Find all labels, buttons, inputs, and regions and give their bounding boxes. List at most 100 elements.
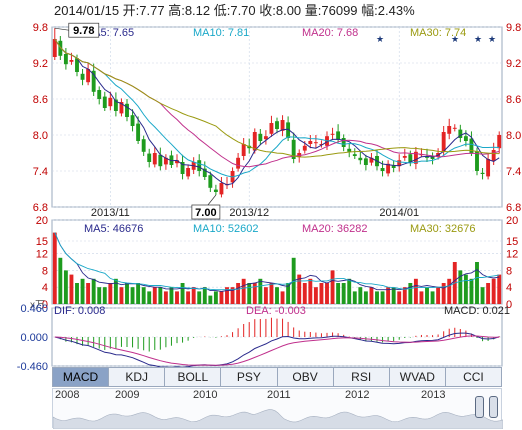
volume-ytick-left: 15 [36,236,48,248]
volume-bar [297,274,302,304]
tab-kdj[interactable]: KDJ [109,368,166,386]
volume-ma-label: MA10: 52602 [193,223,258,235]
candle-body [219,183,224,195]
candle-body [258,133,263,141]
price-ma-label: MA10: 7.81 [193,27,249,39]
volume-bar [213,291,218,304]
volume-bar [69,274,74,304]
volume-ma-label: MA30: 32676 [410,223,475,235]
candle-body [163,157,168,165]
volume-bar [119,287,124,304]
tab-psy[interactable]: PSY [221,368,278,386]
tab-macd[interactable]: MACD [53,368,110,386]
candle-body [313,142,318,144]
date-label: 2013/12 [229,207,269,219]
price-ytick-left: 9.8 [33,22,48,34]
candle-body [380,168,385,171]
candle-body [241,144,246,156]
volume-bar [263,287,268,304]
timeline-right-handle[interactable] [489,396,498,418]
candle-body [58,40,63,56]
timeline-navigator[interactable]: 2008 2009 2010 2011 2012 2013 [52,388,503,429]
candle-body [158,154,163,167]
volume-bar [447,278,452,304]
volume-bar [302,283,307,304]
volume-bar [380,291,385,304]
candle-body [480,172,485,174]
candle-body [275,121,279,129]
date-label: 2013/11 [91,207,130,219]
timeline-year-label: 2009 [115,389,140,401]
candle-body [358,157,363,161]
price-ytick-right: 8.0 [506,130,521,142]
volume-bar [375,291,379,304]
max-callout-box [68,22,100,38]
volume-bar [75,283,79,304]
candle-body [430,156,435,159]
volume-bar [230,287,235,304]
candle-body [130,115,135,126]
candle-body [369,157,374,163]
volume-bar [225,287,229,304]
candle-body [152,153,157,165]
timeline-left-handle[interactable] [475,396,484,418]
candle-body [280,120,285,131]
macd-ytick: -0.460 [17,361,48,373]
candle-body [363,158,368,165]
volume-bar [63,270,68,304]
volume-ytick-right: 12 [506,249,518,261]
volume-bar [247,283,252,304]
volume-bar [236,283,241,304]
volume-bar [269,283,274,304]
candle-body [308,141,313,144]
candle-body [80,73,85,80]
candle-body [186,168,191,177]
macd-ytick: 0.460 [20,303,48,315]
volume-bar [469,278,474,304]
tab-obv[interactable]: OBV [278,368,334,386]
volume-bar [152,287,157,304]
volume-bar [425,287,429,304]
price-ytick-right: 7.4 [506,166,521,178]
volume-bar [491,278,496,304]
volume-bar [102,287,107,304]
candle-body [263,136,268,140]
candle-body [291,139,296,159]
volume-bar [358,287,363,304]
candle-body [319,144,324,145]
tab-boll[interactable]: BOLL [165,368,222,386]
volume-bar [463,274,468,304]
volume-bar [86,283,91,304]
dea-line [54,335,500,366]
indicator-tabs: MACD KDJ BOLL PSY OBV RSI WVAD CCI [52,367,502,387]
tab-rsi[interactable]: RSI [334,368,390,386]
timeline-year-label: 2011 [267,389,291,401]
candle-body [408,154,413,162]
candle-body [147,153,152,162]
candle-body [475,151,479,171]
volume-bar [497,274,502,304]
candle-body [52,39,57,57]
volume-bar [308,278,313,304]
candle-body [441,132,446,152]
candle-body [141,139,146,152]
candle-body [469,138,474,153]
event-star-icon: ★ [376,34,384,44]
tab-cci[interactable]: CCI [463,370,484,384]
volume-ytick-left: 12 [36,249,48,261]
volume-ytick-left: 4 [42,282,48,294]
volume-bar [336,283,341,304]
volume-bar [91,278,96,304]
price-ytick-left: 8.6 [33,94,48,106]
volume-ytick-right: 20 [506,215,518,227]
volume-bar [441,283,446,304]
quote-header: 2014/01/15 开:7.77 高:8.12 低:7.70 收:8.00 量… [54,3,415,18]
volume-bar [363,291,368,304]
volume-bar [413,278,418,304]
volume-ytick-left: 8 [42,265,48,277]
candle-body [302,145,307,151]
tab-wvad[interactable]: WVAD [390,368,446,386]
candle-body [347,148,352,152]
candle-body [413,151,418,164]
timeline-year-label: 2012 [345,389,370,401]
